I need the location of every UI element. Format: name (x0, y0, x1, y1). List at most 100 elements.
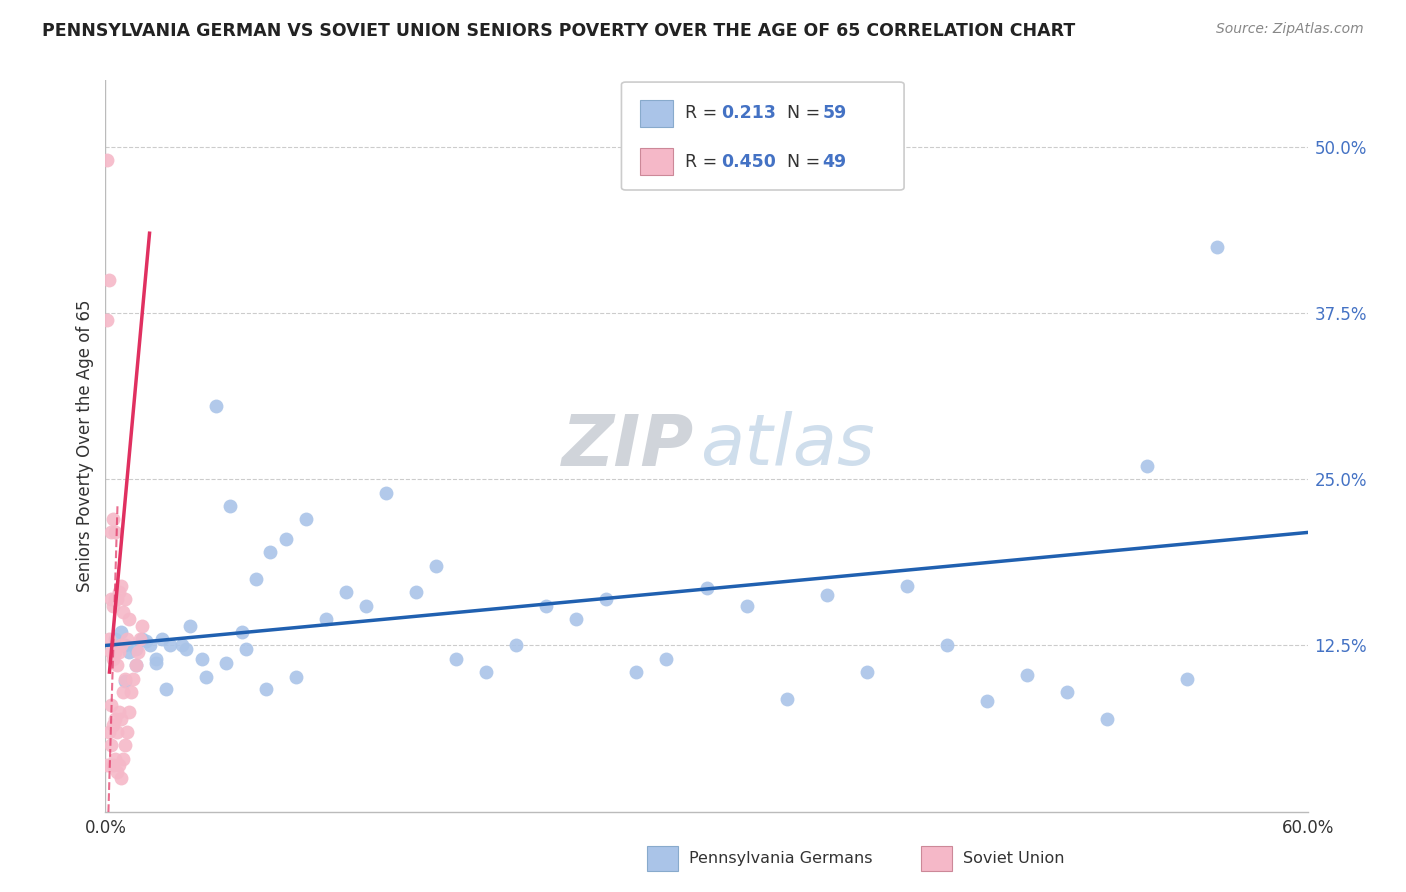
Point (145, 652, 167, 666)
Point (100, 645, 122, 659)
Point (114, 639, 136, 653)
Point (425, 558, 447, 573)
Point (117, 632, 139, 646)
Point (103, 512, 125, 526)
Point (108, 585, 131, 599)
Point (254, 682, 277, 697)
Point (936, 639, 959, 653)
Point (107, 658, 129, 673)
Point (444, 652, 467, 666)
Point (103, 599, 125, 613)
Point (135, 634, 157, 648)
Point (96, 758, 118, 772)
Point (284, 670, 307, 684)
Point (374, 485, 398, 500)
Point (204, 399, 226, 413)
Point (295, 512, 318, 526)
Point (100, 591, 122, 606)
Point (976, 694, 998, 708)
Point (190, 652, 212, 666)
Point (103, 758, 125, 772)
Point (1017, 667, 1039, 681)
Point (235, 642, 257, 657)
Point (107, 591, 129, 606)
Point (405, 585, 427, 599)
Text: R =: R = (685, 104, 723, 122)
Point (114, 738, 136, 752)
Point (1206, 239, 1229, 253)
Point (655, 652, 678, 666)
Point (118, 645, 141, 659)
Text: Soviet Union: Soviet Union (963, 851, 1064, 865)
Point (98, 632, 121, 646)
Point (103, 718, 125, 732)
Point (118, 705, 141, 719)
Point (103, 652, 125, 666)
Point (100, 738, 122, 752)
Point (122, 672, 145, 686)
Text: Source: ZipAtlas.com: Source: ZipAtlas.com (1216, 22, 1364, 37)
Point (96, 312, 118, 326)
Point (104, 751, 127, 765)
Text: 49: 49 (823, 153, 846, 170)
Text: 59: 59 (823, 104, 846, 122)
Point (127, 645, 149, 659)
Point (696, 582, 718, 596)
Point (107, 764, 129, 779)
Point (104, 645, 127, 659)
Point (104, 591, 127, 606)
Point (100, 525, 122, 540)
Point (104, 632, 127, 646)
Point (174, 642, 197, 657)
Point (118, 612, 141, 626)
Point (150, 632, 173, 646)
Point (114, 674, 136, 689)
Point (138, 639, 160, 653)
Point (112, 605, 135, 619)
Point (128, 632, 150, 646)
Point (124, 642, 146, 657)
Point (259, 545, 281, 559)
Point (108, 705, 131, 719)
Point (110, 625, 132, 640)
Point (1177, 672, 1199, 686)
Text: 0.213: 0.213 (721, 104, 776, 122)
Point (274, 532, 297, 546)
Point (214, 656, 236, 670)
Text: 0.450: 0.450 (721, 153, 776, 170)
Point (110, 639, 132, 653)
Point (145, 656, 167, 670)
Point (104, 712, 127, 726)
Point (776, 691, 799, 706)
Point (110, 772, 132, 786)
Point (110, 712, 132, 726)
Text: N =: N = (776, 104, 825, 122)
Point (98, 273, 121, 287)
Point (335, 585, 357, 599)
Point (505, 639, 527, 653)
Point (735, 599, 758, 613)
Point (110, 579, 132, 593)
Point (595, 591, 617, 606)
Point (475, 665, 498, 679)
Point (194, 670, 217, 684)
Text: R =: R = (685, 153, 723, 170)
Point (121, 685, 143, 699)
Point (179, 618, 201, 632)
Point (218, 499, 240, 513)
Point (1136, 458, 1159, 473)
Point (815, 588, 838, 602)
Point (98, 725, 121, 739)
Point (96, 153, 118, 167)
Point (626, 665, 648, 679)
Text: atlas: atlas (700, 411, 875, 481)
Point (107, 725, 129, 739)
Point (104, 525, 127, 540)
Point (108, 758, 131, 772)
Point (100, 698, 122, 713)
Text: ZIP: ZIP (562, 411, 695, 481)
Point (1056, 685, 1078, 699)
Point (896, 579, 918, 593)
Y-axis label: Seniors Poverty Over the Age of 65: Seniors Poverty Over the Age of 65 (76, 300, 94, 592)
Point (124, 658, 146, 673)
